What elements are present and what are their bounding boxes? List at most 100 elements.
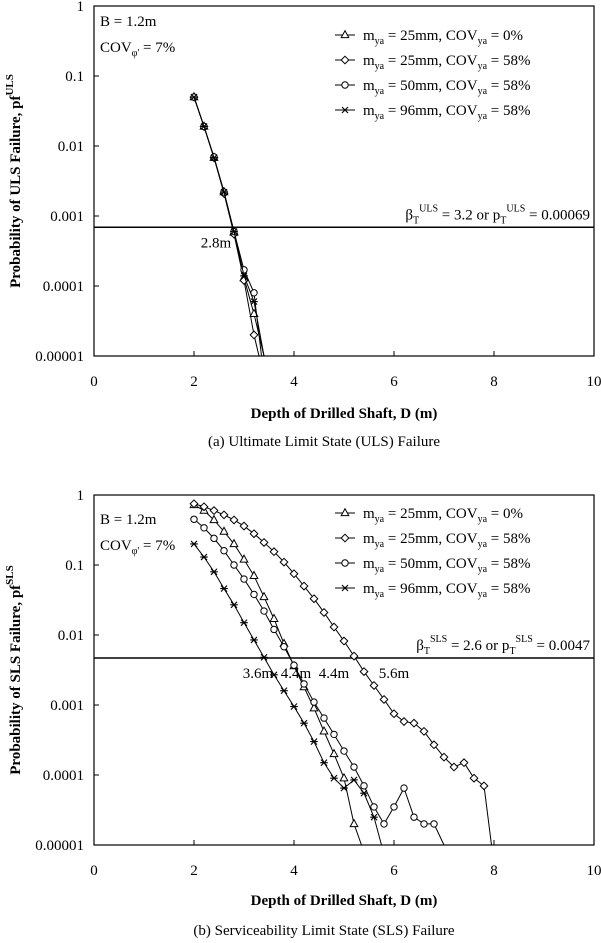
circle-marker <box>270 625 278 634</box>
legend-label: mya = 50mm, COVya = 58% <box>363 78 531 97</box>
circle-marker <box>190 515 198 523</box>
y-tick-label: 0.1 <box>65 558 84 574</box>
diamond-marker <box>340 533 350 543</box>
circle-marker <box>300 680 308 688</box>
x-tick-label: 8 <box>490 374 498 390</box>
y-tick-label: 1 <box>77 488 85 504</box>
y-tick-label: 0.01 <box>58 628 84 644</box>
star-marker <box>360 789 368 797</box>
x-tick-label: 6 <box>390 863 398 879</box>
legend-label: mya = 50mm, COVya = 58% <box>363 556 531 575</box>
star-marker <box>220 188 228 196</box>
circle-marker <box>310 698 318 706</box>
star-marker <box>310 738 318 746</box>
diamond-marker <box>279 557 289 567</box>
diamond-marker <box>469 773 479 783</box>
target-threshold-label: βTSLS = 2.6 or pTSLS = 0.0047 <box>416 634 590 657</box>
depth-label: 5.6m <box>379 666 410 682</box>
triangle-marker <box>339 772 349 782</box>
x-tick-label: 6 <box>390 374 398 390</box>
y-tick-label: 0.01 <box>58 139 84 155</box>
series-line-star <box>190 540 382 846</box>
circle-marker <box>210 534 218 543</box>
x-axis-label: Depth of Drilled Shaft, D (m) <box>251 893 438 909</box>
star-marker <box>190 540 198 548</box>
y-tick-label: 0.00001 <box>35 349 84 365</box>
diamond-marker <box>209 506 219 516</box>
circle-marker <box>230 561 238 569</box>
triangle-marker <box>319 726 329 735</box>
plot-frame <box>93 5 595 357</box>
diamond-marker <box>369 680 379 690</box>
y-tick-label: 0.1 <box>65 69 84 85</box>
y-tick-label: 0.001 <box>50 209 84 225</box>
x-tick-label: 8 <box>490 863 498 879</box>
legend-label: mya = 25mm, COVya = 0% <box>363 506 523 525</box>
diamond-marker <box>289 569 299 579</box>
circle-marker <box>250 590 258 599</box>
triangle-marker <box>219 526 229 535</box>
star-marker <box>230 601 238 609</box>
circle-marker <box>220 547 228 555</box>
star-marker <box>250 298 258 305</box>
diamond-marker <box>199 502 209 512</box>
x-tick-label: 4 <box>290 374 298 390</box>
diamond-marker <box>239 521 249 531</box>
triangle-marker <box>340 29 350 39</box>
diamond-marker <box>229 515 239 525</box>
circle-marker <box>410 813 418 821</box>
diamond-marker <box>249 529 259 539</box>
star-marker <box>300 719 308 727</box>
b-annotation: B = 1.2m <box>100 512 157 528</box>
star-marker <box>280 687 288 695</box>
circle-marker <box>260 607 268 615</box>
cov-phi-annotation: COVφ' = 7% <box>100 40 175 59</box>
diamond-marker <box>339 636 349 646</box>
star-marker <box>290 703 298 710</box>
star-marker <box>340 784 348 792</box>
circle-marker <box>420 820 428 828</box>
star-marker <box>260 653 268 661</box>
circle-marker <box>200 524 208 532</box>
x-axis-label: Depth of Drilled Shaft, D (m) <box>251 406 438 422</box>
diamond-marker <box>439 752 449 762</box>
circle-marker <box>341 81 349 89</box>
chart-panel-sls: 0 2 4 6 8 10 1 0.1 0.01 0.001 0.0001 0.00001 Depth o… <box>4 488 601 939</box>
star-marker <box>370 813 378 821</box>
diamond-marker <box>340 55 350 65</box>
diamond-marker <box>449 762 459 772</box>
triangle-marker <box>329 748 339 758</box>
plot-frame <box>93 494 595 846</box>
circle-marker <box>380 820 388 828</box>
triangle-marker <box>209 514 219 524</box>
y-tick-label: 0.001 <box>50 698 84 714</box>
star-marker <box>200 123 208 130</box>
circle-marker <box>290 661 298 669</box>
diamond-marker <box>429 740 439 750</box>
x-tick-label: 0 <box>90 374 98 390</box>
diamond-marker <box>309 594 319 604</box>
cov-phi-annotation: COVφ' = 7% <box>100 538 175 557</box>
star-marker <box>250 636 258 644</box>
diamond-marker <box>219 510 229 520</box>
circle-marker <box>320 714 328 722</box>
series-line-diamond <box>189 92 260 357</box>
x-tick-label: 0 <box>90 863 98 879</box>
b-annotation: B = 1.2m <box>100 14 157 30</box>
depth-label: 4.4m <box>281 666 312 682</box>
circle-marker <box>341 559 349 567</box>
diamond-marker <box>329 622 339 632</box>
star-marker <box>220 585 228 593</box>
series-line-triangle <box>189 91 265 357</box>
star-marker <box>240 272 248 280</box>
chart-panel-uls: 0 2 4 6 8 10 1 0.1 0.01 0.001 0.0001 0.00001 Depth o… <box>4 0 601 450</box>
diamond-marker <box>479 781 489 791</box>
x-tick-label: 2 <box>190 374 198 390</box>
series-line-diamond <box>189 499 492 846</box>
legend-label: mya = 25mm, COVya = 0% <box>363 28 523 47</box>
circle-marker <box>370 803 378 811</box>
circle-marker <box>430 820 438 828</box>
x-tick-label: 10 <box>587 374 601 390</box>
star-marker <box>270 671 278 679</box>
diamond-marker <box>189 499 199 509</box>
